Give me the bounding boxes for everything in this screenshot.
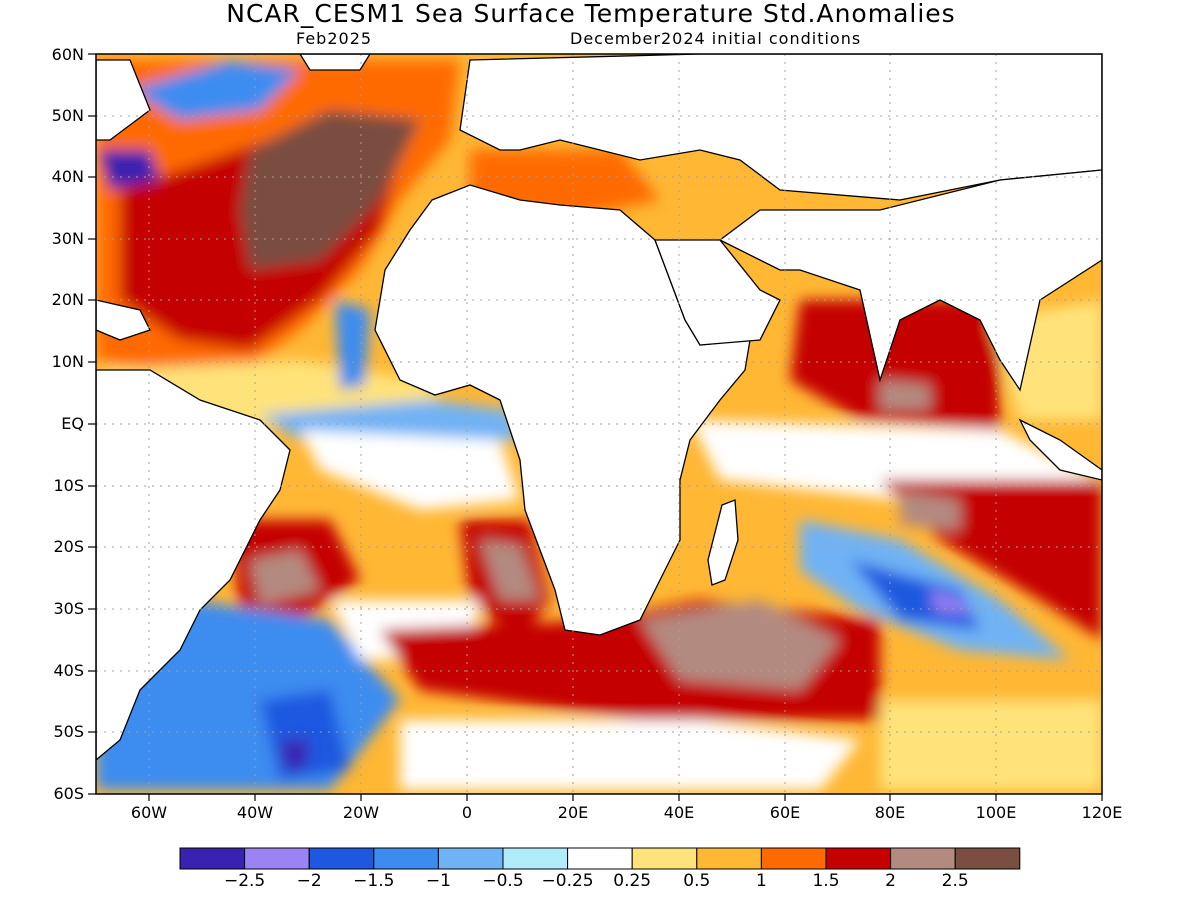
colorbar-label: −2 (296, 871, 322, 891)
lon-label: 60E (769, 803, 801, 822)
lon-label: 20E (557, 803, 589, 822)
colorbar-label: −1.5 (353, 871, 395, 891)
lat-label: 40N (51, 167, 84, 186)
colorbar-swatch (308, 847, 375, 870)
lat-label: 50N (51, 106, 84, 125)
lat-label: EQ (61, 414, 84, 433)
lon-label: 100E (975, 803, 1017, 822)
colorbar-label: 2.5 (941, 871, 969, 891)
lat-label: 30N (51, 229, 84, 248)
lat-label: 20N (51, 290, 84, 309)
colorbar-swatch (631, 847, 698, 870)
lon-label: 80E (874, 803, 906, 822)
lat-label: 60S (53, 784, 84, 803)
lat-label: 10S (53, 476, 84, 495)
lat-label: 60N (51, 45, 84, 64)
colorbar-label: 2 (885, 871, 896, 891)
colorbar-label: −1 (425, 871, 451, 891)
lon-label: 60W (130, 803, 168, 822)
grid-lines (96, 54, 1102, 794)
lon-label: 40E (663, 803, 695, 822)
lat-label: 50S (53, 722, 84, 741)
colorbar-swatch (502, 847, 569, 870)
asia-landmass (718, 169, 1102, 392)
colorbar-label: 1.5 (812, 871, 840, 891)
colorbar-label: 0.5 (683, 871, 711, 891)
north-america-landmass (96, 59, 151, 141)
colorbar-label: −0.5 (482, 871, 524, 891)
caribbean-landmass (96, 299, 151, 341)
colorbar-label: −0.25 (541, 871, 594, 891)
colorbar-swatch (437, 847, 504, 870)
lat-label: 30S (53, 599, 84, 618)
colorbar-swatch (954, 847, 1021, 870)
colorbar-swatch (825, 847, 892, 870)
initial-conditions: December2024 initial conditions (570, 29, 862, 48)
sumatra-landmass (1018, 418, 1102, 481)
colorbar-label: 0.25 (613, 871, 652, 891)
colorbar-swatch (696, 847, 762, 870)
colorbar-swatch (890, 847, 956, 870)
lat-label: 40S (53, 661, 84, 680)
forecast-month: Feb2025 (296, 29, 373, 48)
lat-label: 10N (51, 352, 84, 371)
colorbar-swatch (567, 847, 633, 870)
colorbar-swatch (244, 847, 310, 870)
arabia-landmass (654, 239, 781, 346)
colorbar-label: −2.5 (223, 871, 266, 891)
greenland-iceland (299, 54, 371, 71)
europe-landmass (459, 54, 1102, 201)
colorbar-swatch (760, 847, 827, 870)
colorbar-label: 1 (755, 871, 767, 891)
colorbar-swatch (179, 847, 246, 870)
chart-title: NCAR_CESM1 Sea Surface Temperature Std.A… (226, 0, 956, 28)
madagascar-landmass (707, 499, 739, 586)
south-america-landmass (96, 369, 291, 761)
lon-label: 40W (236, 803, 274, 822)
land-masses (96, 54, 1102, 761)
axis-ticks (88, 53, 1103, 801)
lat-label: 20S (53, 537, 84, 556)
lon-label: 20W (342, 803, 380, 822)
lon-label: 120E (1081, 803, 1123, 822)
colorbar-swatch (373, 847, 439, 870)
lon-label: 0 (461, 803, 473, 822)
